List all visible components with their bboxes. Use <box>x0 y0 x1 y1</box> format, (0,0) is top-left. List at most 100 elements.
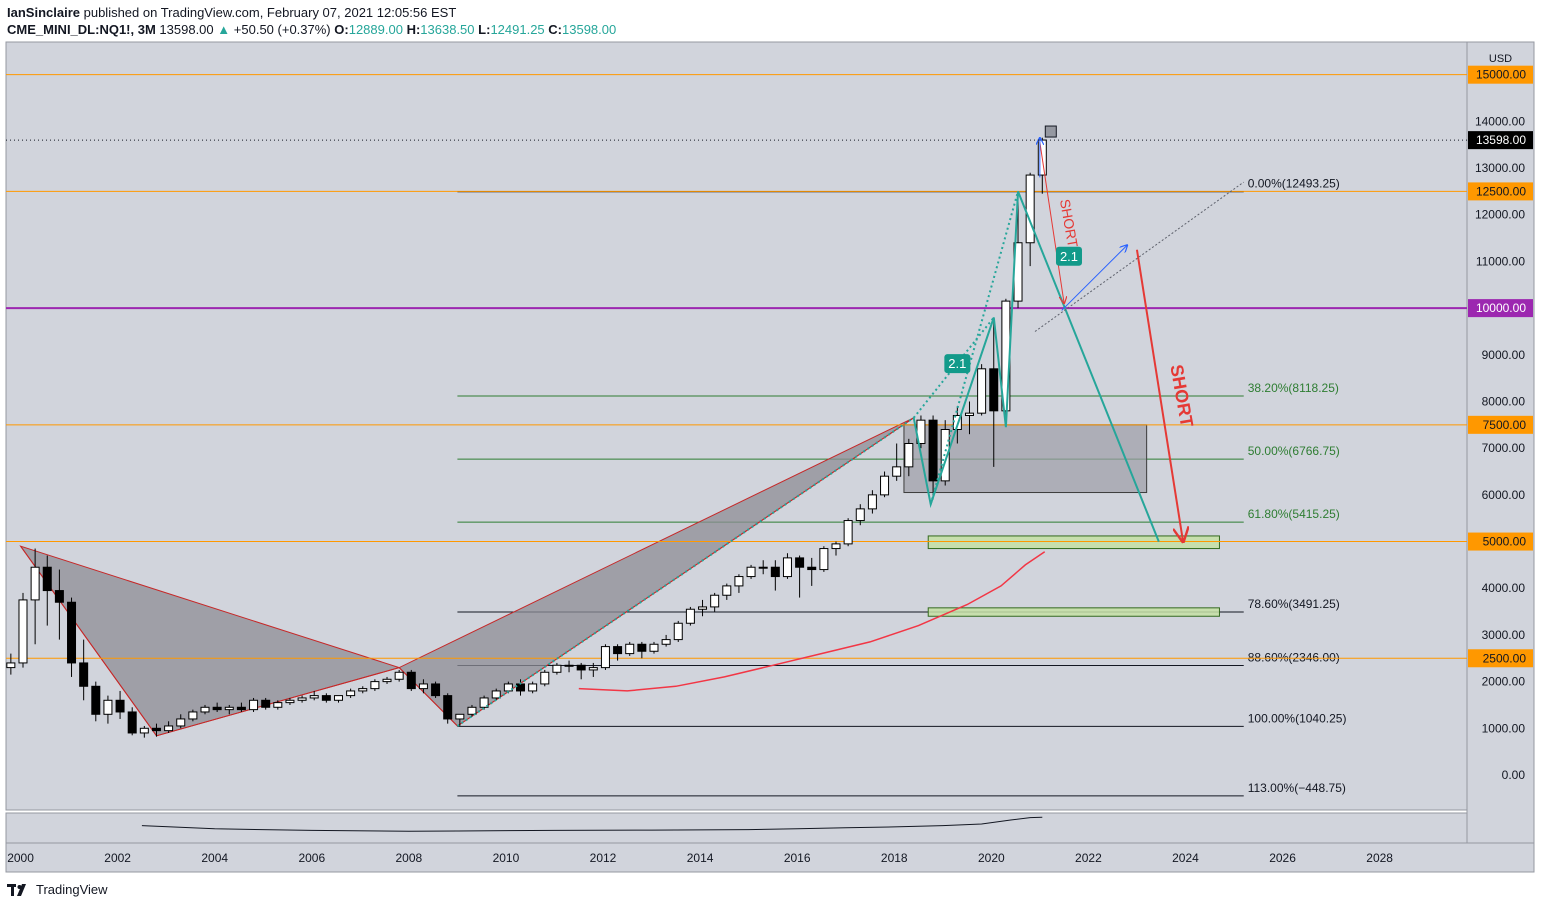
teal-dotted-line[interactable] <box>456 416 915 727</box>
candle-body <box>139 727 149 734</box>
time-axis[interactable] <box>5 842 1535 873</box>
level-tag[interactable]: 10000.00 <box>1468 299 1533 318</box>
x-tick-label: 2012 <box>590 851 617 865</box>
level-tag-bg <box>1468 415 1533 434</box>
author-name[interactable]: IanSinclaire <box>7 5 80 20</box>
candle <box>782 553 792 579</box>
candle-body <box>661 639 671 645</box>
consolidation-box[interactable] <box>903 424 1148 494</box>
harmonic-pattern[interactable] <box>19 417 914 737</box>
price-axis[interactable] <box>1466 41 1535 844</box>
level-tag-bg <box>1468 65 1533 84</box>
projection-marker[interactable] <box>1044 125 1057 138</box>
candle-body <box>6 662 16 669</box>
candle <box>831 541 841 556</box>
x-tick-label: 2022 <box>1075 851 1102 865</box>
candle-body <box>212 706 222 711</box>
candle-body <box>358 688 368 692</box>
x-tick-label: 2018 <box>881 851 908 865</box>
candle <box>151 723 161 737</box>
candle-body <box>467 706 477 715</box>
candle <box>795 555 805 598</box>
candle-body <box>382 678 392 683</box>
candle-body <box>600 646 610 669</box>
candle <box>103 695 113 724</box>
symbol-name[interactable]: CME_MINI_DL:NQ1!, 3M <box>7 22 156 37</box>
candle <box>30 548 40 645</box>
candle-body <box>964 412 974 416</box>
candle-body <box>455 713 465 720</box>
candle-body <box>673 622 683 641</box>
candle <box>685 606 695 626</box>
candle-body <box>528 683 538 692</box>
tradingview-logo[interactable]: TradingView <box>7 882 108 897</box>
ratio-badge[interactable]: 2.1 <box>944 354 971 374</box>
fib-label: 100.00%(1040.25) <box>1248 711 1347 725</box>
candle-body <box>309 695 319 699</box>
level-tag[interactable]: 15000.00 <box>1468 65 1533 84</box>
x-tick-label: 2024 <box>1172 851 1199 865</box>
y-tick-label: 12000.00 <box>1475 208 1525 222</box>
last-price-tag-text: 13598.00 <box>1476 133 1526 147</box>
harmonic-legs[interactable] <box>20 417 914 737</box>
level-tag-bg <box>1468 299 1533 318</box>
level-tag[interactable]: 12500.00 <box>1468 182 1533 201</box>
fib-label: 38.20%(8118.25) <box>1248 381 1339 395</box>
candle <box>552 662 562 675</box>
candle-body <box>42 566 52 592</box>
blue-arrow[interactable] <box>1061 245 1128 311</box>
teal-dotted-line[interactable] <box>912 316 995 419</box>
candle-body <box>564 664 574 667</box>
candle-body <box>770 566 780 578</box>
teal-dotted-line[interactable] <box>929 191 1019 505</box>
candle <box>588 662 598 677</box>
candle-body <box>406 671 416 690</box>
level-tag[interactable]: 2500.00 <box>1468 649 1533 668</box>
horizontal-levels[interactable] <box>6 74 1467 659</box>
trend-dotted-line[interactable] <box>1034 181 1244 332</box>
candle-body <box>249 699 259 711</box>
last-price-tag[interactable]: 13598.00 <box>1468 131 1533 150</box>
volume-pane[interactable] <box>5 812 1468 844</box>
candle-body <box>394 671 404 680</box>
price-change: +50.50 (+0.37%) <box>233 22 331 37</box>
y-tick-label: 14000.00 <box>1475 114 1525 128</box>
support-zone[interactable] <box>927 535 1220 550</box>
candle-body <box>79 662 89 687</box>
last-price-tag-bg <box>1468 131 1533 150</box>
red-arrow[interactable] <box>1135 249 1183 542</box>
candle-body <box>67 601 77 664</box>
ratio-badge-bg <box>944 354 971 374</box>
level-tag[interactable]: 5000.00 <box>1468 532 1533 551</box>
ratio-badge[interactable]: 2.1 <box>1055 246 1082 266</box>
candle <box>855 504 865 526</box>
candle-body <box>649 643 659 652</box>
low-value: 12491.25 <box>490 22 545 37</box>
candle-body <box>273 702 283 708</box>
level-tag[interactable]: 7500.00 <box>1468 415 1533 434</box>
red-arrow[interactable] <box>1039 142 1064 303</box>
candle <box>734 574 744 593</box>
candle-body <box>370 681 380 690</box>
tradingview-icon <box>7 883 26 896</box>
candle-body <box>261 699 271 708</box>
candle-body <box>867 494 877 510</box>
candle <box>528 681 538 694</box>
candle-body <box>904 443 914 468</box>
candle <box>722 583 732 600</box>
candle <box>600 644 610 670</box>
support-zone[interactable] <box>927 607 1220 617</box>
candle <box>698 599 708 617</box>
y-tick-label: 13000.00 <box>1475 161 1525 175</box>
y-tick-label: 1000.00 <box>1482 721 1526 735</box>
candle-body <box>637 643 647 652</box>
y-tick-label: 9000.00 <box>1482 348 1526 362</box>
candle-body <box>443 695 453 720</box>
candle <box>431 681 441 698</box>
candle <box>904 438 914 477</box>
teal-projection-path[interactable] <box>912 191 1160 542</box>
axis-labels: USD 0.00 1000.00 2000.00 3000.00 4000.00 5000.… <box>7 53 1533 865</box>
candle-body <box>685 608 695 624</box>
